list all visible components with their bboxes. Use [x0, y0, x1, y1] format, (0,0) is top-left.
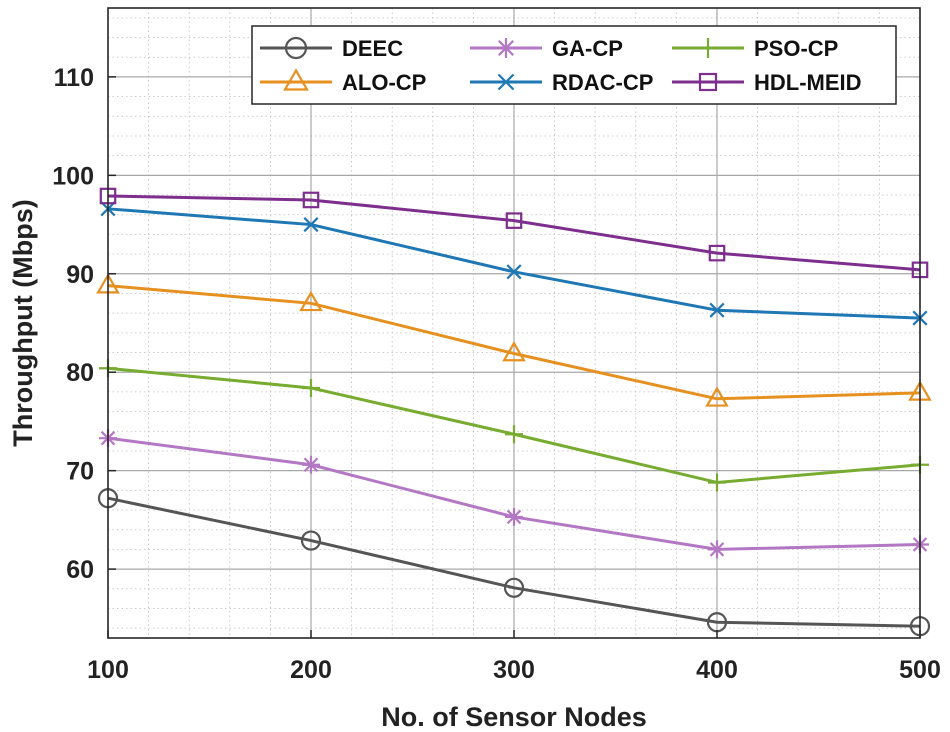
data-point-marker [302, 455, 320, 474]
series-layer [96, 187, 932, 637]
y-tick-label: 70 [66, 458, 94, 486]
legend-label: HDL-MEID [754, 70, 862, 95]
data-point-marker [303, 217, 319, 233]
legend-label: RDAC-CP [552, 70, 653, 95]
x-axis-title: No. of Sensor Nodes [381, 702, 647, 732]
data-point-marker [503, 577, 525, 598]
data-point-marker [505, 212, 523, 229]
data-point-marker [299, 290, 323, 312]
legend-item-rdac-cp: RDAC-CP [470, 70, 653, 95]
legend-label: PSO-CP [754, 36, 838, 61]
x-tick-label: 100 [87, 656, 129, 684]
data-point-marker [300, 530, 322, 551]
series-line [107, 284, 921, 401]
legend-label: ALO-CP [342, 70, 426, 95]
data-point-marker [284, 36, 308, 60]
series-line [107, 496, 921, 628]
data-point-marker [506, 264, 522, 280]
data-point-marker [708, 540, 726, 559]
legend-box [251, 25, 897, 105]
legend-item-deec: DEEC [260, 36, 403, 61]
y-tick-label: 90 [66, 261, 94, 289]
axis-ticks [107, 76, 921, 638]
data-point-marker [708, 473, 726, 492]
x-tick-label: 200 [290, 656, 332, 684]
data-point-marker [705, 386, 729, 407]
y-tick-label: 60 [66, 556, 94, 584]
y-tick-label: 80 [66, 359, 94, 387]
data-point-marker [505, 507, 523, 526]
x-tick-label: 300 [493, 656, 535, 684]
data-point-marker [302, 378, 320, 397]
y-tick-label: 100 [52, 162, 94, 190]
legend: DEEC GA-CP PSO-CP ALO-CP RDAC-CP HDL-MEID [251, 25, 897, 105]
data-point-marker [698, 72, 718, 92]
legend-label: DEEC [342, 36, 403, 61]
data-point-marker [505, 425, 523, 444]
series-rdac-cp [100, 201, 928, 326]
data-point-marker [709, 302, 725, 318]
tick-labels: 100 200 300 400 500 60 70 80 90 100 110 [52, 64, 941, 684]
legend-item-ga-cp: GA-CP [470, 36, 623, 61]
series-pso-cp [99, 359, 929, 492]
y-axis-title: Throughput (Mbps) [8, 199, 38, 446]
data-point-marker [283, 68, 309, 91]
data-point-marker [497, 73, 515, 91]
x-tick-label: 500 [899, 656, 941, 684]
data-point-marker [496, 38, 516, 58]
legend-label: GA-CP [552, 36, 623, 61]
legend-item-pso-cp: PSO-CP [672, 36, 838, 61]
data-point-marker [698, 38, 718, 58]
data-point-marker [502, 340, 526, 362]
series-line [107, 194, 921, 272]
legend-item-alo-cp: ALO-CP [260, 68, 426, 95]
legend-item-hdl-meid: HDL-MEID [672, 70, 862, 95]
x-tick-label: 400 [696, 656, 738, 684]
y-tick-label: 110 [54, 64, 94, 92]
data-point-marker [302, 191, 320, 209]
data-point-marker [708, 244, 726, 262]
